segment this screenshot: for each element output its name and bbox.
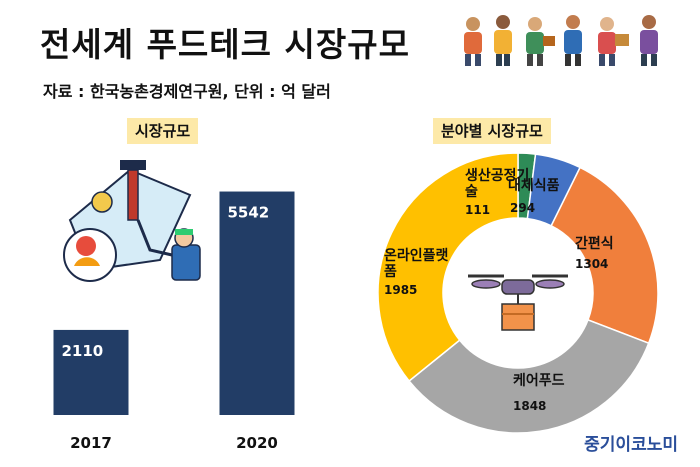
- slice-value-label: 1304: [575, 257, 608, 271]
- slice-value-label: 294: [510, 201, 535, 215]
- person-3-icon: [526, 17, 555, 66]
- people-illustration: [464, 15, 658, 66]
- donut-chart-title: 분야별 시장규모: [433, 118, 551, 144]
- page-title: 전세계 푸드테크 시장규모: [40, 25, 410, 64]
- drone-icon: [468, 274, 568, 331]
- person-1-icon: [464, 17, 482, 66]
- bar-2020: [219, 191, 295, 415]
- bar-value-label: 5542: [228, 204, 270, 222]
- donut-chart: 생산공정기 술 111 대체식품 294 간편식 1304 케어푸드 1848 온라인플랫 폼 198…: [377, 152, 659, 434]
- bar-2017: [53, 329, 129, 415]
- robot-arm-illustration: [63, 160, 201, 282]
- slice-label: 온라인플랫 폼: [384, 247, 449, 280]
- bar-value-label: 2110: [62, 342, 104, 360]
- slice-label: 간편식: [575, 235, 614, 252]
- person-5-icon: [598, 17, 629, 66]
- bar-chart: 2110 2017 5542 2020: [53, 191, 295, 450]
- person-6-icon: [640, 15, 658, 66]
- donut-slice-2: [550, 166, 659, 345]
- slice-label: 대체식품: [508, 178, 560, 194]
- x-tick-label: 2017: [70, 434, 112, 450]
- slice-label: 생산공정기 술: [465, 167, 529, 200]
- x-tick-label: 2020: [236, 434, 278, 450]
- slice-value-label: 111: [465, 203, 490, 217]
- donut-slice-4: [377, 152, 519, 383]
- brand-label: 중기이코노미: [584, 435, 678, 455]
- slice-label: 케어푸드: [513, 372, 565, 389]
- bar-chart-title: 시장규모: [127, 118, 199, 144]
- donut-slice-3: [408, 318, 650, 434]
- person-4-icon: [564, 15, 582, 66]
- source-note: 자료 : 한국농촌경제연구원, 단위 : 억 달러: [43, 82, 331, 101]
- slice-value-label: 1848: [513, 399, 546, 413]
- slice-value-label: 1985: [384, 283, 417, 297]
- person-2-icon: [494, 15, 512, 66]
